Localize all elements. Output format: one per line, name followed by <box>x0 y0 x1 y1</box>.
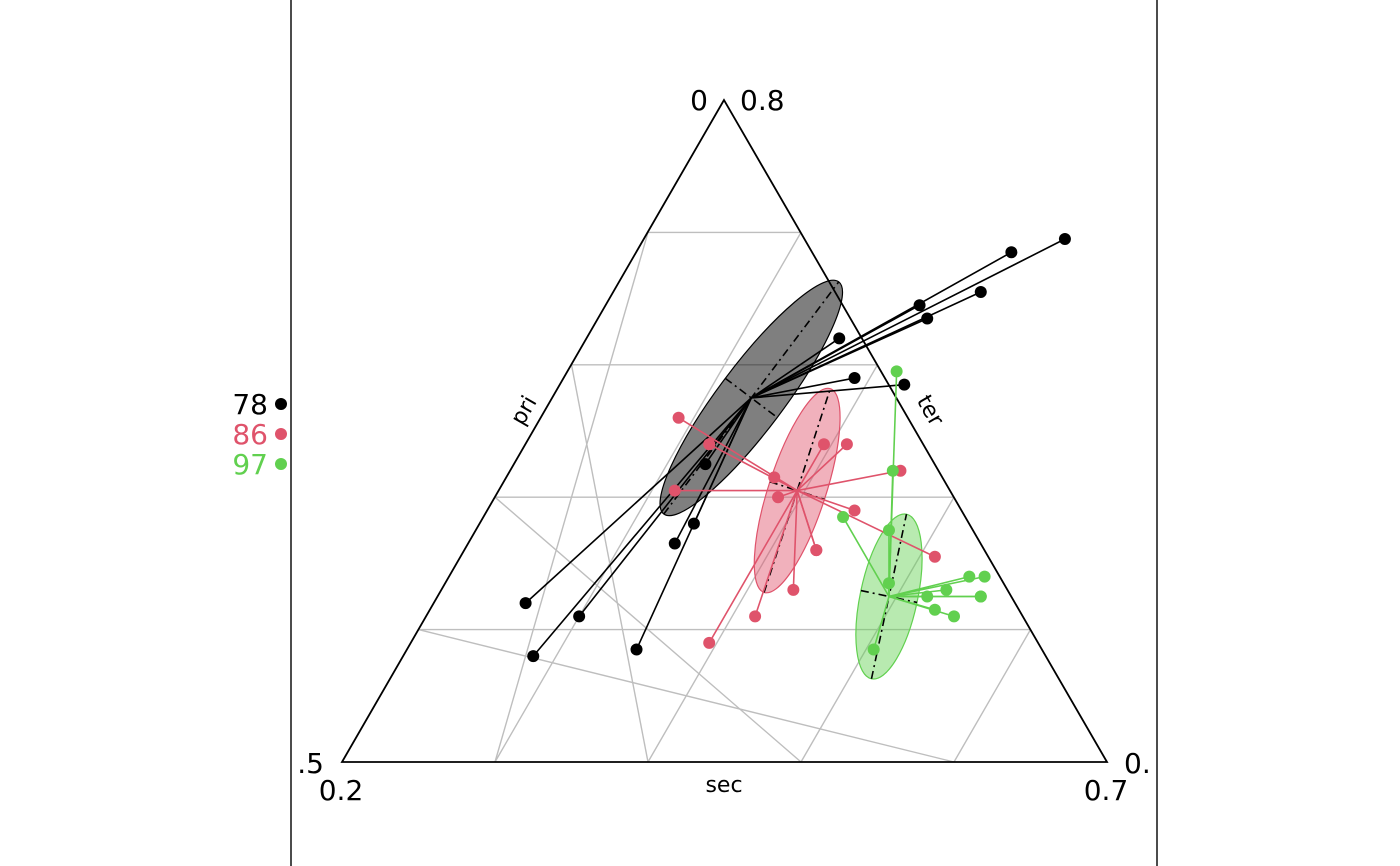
point-78-4 <box>668 537 681 550</box>
point-86-7 <box>848 504 861 517</box>
segment-97-9 <box>872 596 890 650</box>
segment-86-14 <box>754 490 798 617</box>
point-78-8 <box>519 597 532 610</box>
point-97-5 <box>837 511 850 524</box>
segment-78-9 <box>751 377 855 399</box>
segment-97-2 <box>888 575 970 598</box>
point-97-7 <box>886 464 899 477</box>
grid-line-3-1 <box>494 496 802 763</box>
ternary-grid <box>418 231 1032 763</box>
point-97-0 <box>928 603 941 616</box>
point-78-1 <box>630 643 643 656</box>
point-86-11 <box>768 471 781 484</box>
point-78-9 <box>848 372 861 385</box>
point-78-13 <box>1005 246 1018 259</box>
segment-78-12 <box>750 337 840 399</box>
point-78-14 <box>1058 233 1071 246</box>
segment-86-1 <box>792 490 798 590</box>
corner-label-top-left: 0 <box>690 84 708 117</box>
point-86-9 <box>928 550 941 563</box>
point-97-10 <box>940 583 953 596</box>
segment-78-3 <box>704 397 752 465</box>
segment-86-9 <box>796 489 936 558</box>
ternary-triangle <box>340 98 1109 763</box>
corner-label-right-outer: 0. <box>1124 747 1151 780</box>
grid-line-2-1 <box>570 364 649 763</box>
point-78-5 <box>898 378 911 391</box>
legend-label-78: 78 <box>232 388 268 421</box>
point-78-12 <box>833 332 846 345</box>
segment-97-10 <box>888 589 947 598</box>
point-78-7 <box>527 650 540 663</box>
point-97-13 <box>921 590 934 603</box>
segment-78-13 <box>750 251 1012 399</box>
point-86-12 <box>810 544 823 557</box>
point-86-6 <box>840 438 853 451</box>
point-86-2 <box>672 411 685 424</box>
axis-label-ter: ter <box>911 391 949 431</box>
segment-86-7 <box>796 489 855 512</box>
axis-label-sec: sec <box>705 773 742 798</box>
segment-97-8 <box>888 371 898 597</box>
segment-86-12 <box>796 490 818 551</box>
ellipse-minor-axis-78 <box>724 377 778 419</box>
corner-label-left-inner: 0.2 <box>319 774 364 807</box>
point-86-3 <box>668 484 681 497</box>
segment-78-8 <box>525 397 752 604</box>
point-97-4 <box>882 524 895 537</box>
point-86-14 <box>749 610 762 623</box>
segment-86-6 <box>796 443 848 492</box>
corner-label-top-right: 0.8 <box>740 84 785 117</box>
legend-label-86: 86 <box>232 418 268 451</box>
point-97-1 <box>978 570 991 583</box>
legend-marker-86 <box>275 428 287 440</box>
plot-frame <box>290 0 1158 866</box>
point-97-11 <box>974 590 987 603</box>
segment-78-5 <box>751 383 905 399</box>
segment-78-2 <box>693 397 753 525</box>
point-86-0 <box>703 636 716 649</box>
point-78-10 <box>974 285 987 298</box>
segment-78-0 <box>578 397 752 617</box>
point-86-13 <box>772 491 785 504</box>
data-points <box>519 233 1071 663</box>
point-97-8 <box>890 365 903 378</box>
point-97-12 <box>948 610 960 623</box>
segment-86-5 <box>797 469 901 492</box>
segment-78-14 <box>750 238 1066 399</box>
point-86-10 <box>817 438 830 451</box>
segment-78-10 <box>750 291 982 399</box>
legend-marker-78 <box>275 398 287 410</box>
point-78-0 <box>573 610 586 623</box>
point-97-6 <box>882 577 895 590</box>
legend-label-97: 97 <box>232 448 268 481</box>
segment-78-7 <box>532 397 752 657</box>
point-86-1 <box>787 583 800 596</box>
grid-line-4-1 <box>418 628 955 763</box>
point-78-3 <box>699 458 712 471</box>
corner-label-left-outer: .5 <box>297 747 324 780</box>
segment-78-4 <box>674 397 752 544</box>
segment-97-5 <box>842 516 890 597</box>
point-78-2 <box>687 517 700 530</box>
segment-86-0 <box>708 490 798 644</box>
corner-label-right-inner: 0.7 <box>1084 774 1129 807</box>
point-97-2 <box>963 570 976 583</box>
grid-line-3-2 <box>800 496 955 763</box>
legend-marker-97 <box>275 458 287 470</box>
grid-line-4-2 <box>953 629 1032 763</box>
point-86-4 <box>703 438 716 451</box>
point-78-11 <box>913 299 926 312</box>
segment-86-10 <box>796 443 825 491</box>
point-78-6 <box>921 312 934 325</box>
point-97-9 <box>867 643 880 656</box>
segment-97-12 <box>888 595 955 618</box>
